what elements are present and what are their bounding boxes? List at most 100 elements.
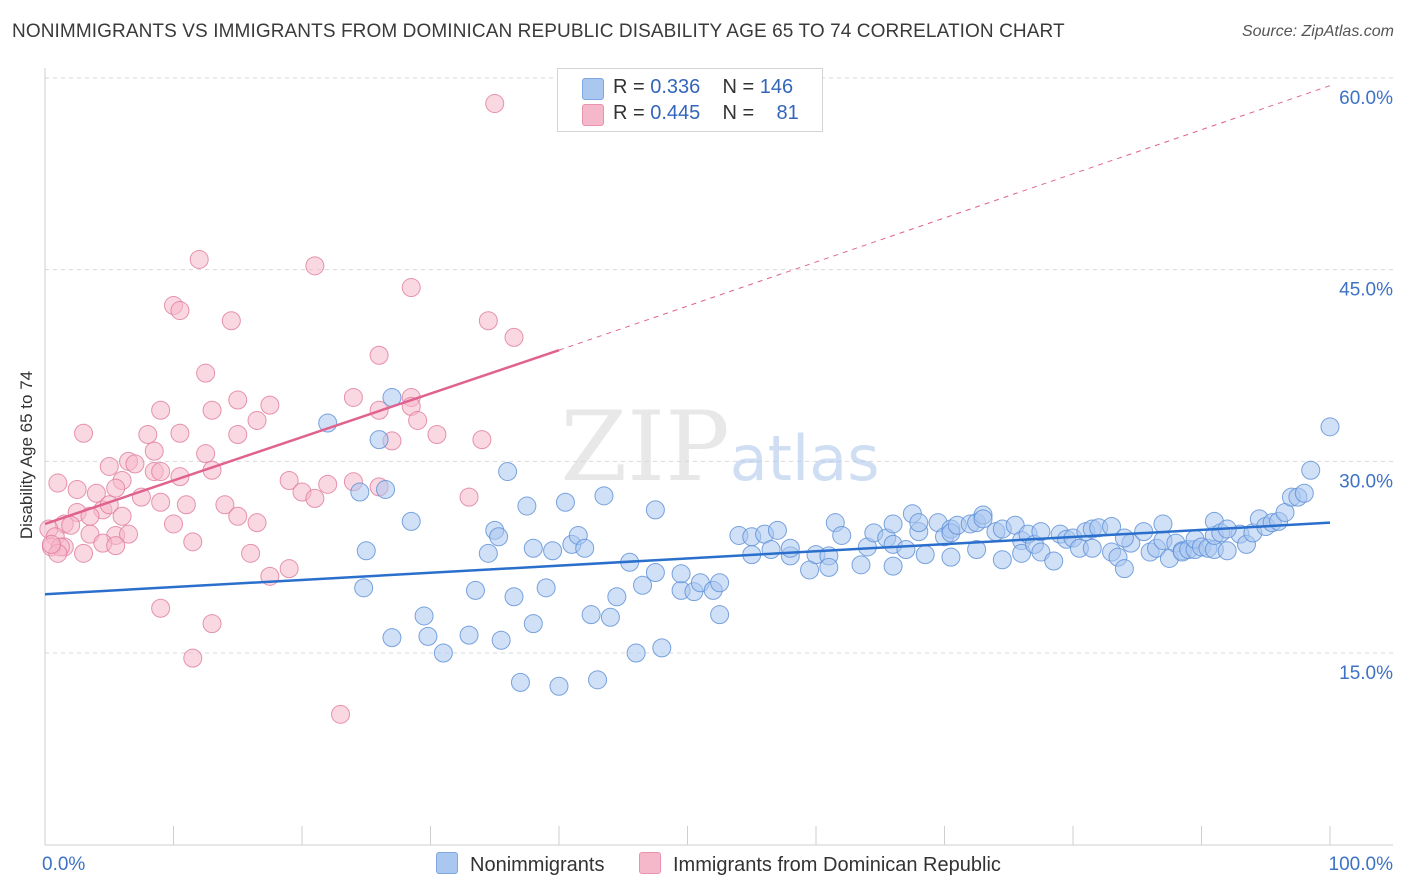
immigrants-point [74, 543, 94, 563]
immigrants-point [504, 327, 524, 347]
immigrants-point [99, 456, 119, 476]
nonimmigrants-point [896, 540, 916, 559]
immigrants-point [215, 495, 235, 515]
immigrants-point [144, 441, 164, 461]
nonimmigrants-point [992, 550, 1012, 570]
nonimmigrants-point [1114, 559, 1134, 579]
nonimmigrants-point [350, 482, 370, 502]
grid-lines [45, 77, 1393, 654]
immigrants-point [343, 387, 363, 407]
immigrants-point [86, 483, 106, 503]
immigrants-point [247, 513, 267, 533]
immigrants-point [183, 532, 203, 552]
nonimmigrants-point [369, 430, 389, 450]
x-tick-label: 100.0% [1329, 854, 1394, 875]
legend-swatch-pink [582, 104, 604, 126]
y-axis-title: Disability Age 65 to 74 [17, 370, 36, 540]
nonimmigrants-point [575, 538, 595, 558]
immigrants-point [106, 478, 126, 498]
nonimmigrants-point [382, 628, 402, 648]
nonimmigrants-point [523, 538, 543, 558]
immigrants-point [478, 311, 498, 331]
nonimmigrants-point [418, 626, 438, 646]
nonimmigrants-point [626, 643, 646, 663]
y-tick-label: 60.0% [1339, 88, 1393, 109]
nonimmigrants-point [376, 479, 396, 499]
correlation-legend: R = 0.336 N = 146 R = 0.445 N = 81 [557, 68, 823, 132]
immigrants-point [119, 524, 139, 544]
watermark-zip: ZIP [560, 391, 729, 503]
nonimmigrants-point [883, 556, 903, 576]
immigrants-point [61, 515, 81, 535]
immigrants-point [189, 249, 209, 269]
nonimmigrants-point [517, 496, 537, 516]
immigrants-point [305, 488, 325, 508]
immigrants-point [48, 473, 68, 493]
watermark: ZIPatlas [560, 391, 879, 503]
immigrants-point [305, 256, 325, 276]
x-tick-labels: 0.0% 100.0% [42, 854, 1393, 875]
nonimmigrants-point [941, 547, 961, 567]
watermark-atlas: atlas [730, 422, 880, 495]
immigrants-point [241, 543, 261, 563]
nonimmigrants-point [671, 564, 691, 584]
nonimmigrants-point [549, 676, 569, 696]
immigrants-point [151, 400, 171, 420]
nonimmigrants-point [543, 541, 563, 561]
nonimmigrants-point [973, 509, 993, 529]
nonimmigrants-point [489, 527, 509, 547]
nonimmigrants-point [504, 587, 524, 607]
nonimmigrants-point [915, 545, 935, 565]
immigrants-point [279, 559, 299, 579]
nonimmigrants-trend-line [44, 521, 1331, 596]
nonimmigrants-point [491, 630, 511, 650]
immigrants-point [106, 536, 126, 556]
nonimmigrants-point [600, 607, 620, 627]
nonimmigrants-point [478, 543, 498, 563]
nonimmigrants-point [819, 557, 839, 577]
nonimmigrants-point [1153, 514, 1173, 534]
immigrants-point [202, 614, 222, 634]
nonimmigrants-point [1044, 551, 1064, 571]
immigrants-point [112, 506, 132, 526]
nonimmigrants-point [1320, 417, 1340, 437]
nonimmigrants-point [607, 587, 627, 607]
nonimmigrants-point [909, 513, 929, 533]
nonimmigrants-point [1031, 522, 1051, 542]
chart-title: NONIMMIGRANTS VS IMMIGRANTS FROM DOMINIC… [12, 21, 1065, 42]
axes [44, 68, 1393, 846]
legend-item-immigrants: Immigrants from Dominican Republic [639, 852, 1001, 877]
immigrants-point [401, 278, 421, 298]
nonimmigrants-point [498, 462, 518, 482]
immigrants-point [221, 311, 241, 331]
nonimmigrants-point [832, 525, 852, 545]
immigrants-point [408, 410, 428, 430]
nonimmigrants-point [633, 575, 653, 595]
immigrants-point [196, 444, 216, 464]
nonimmigrants-point [761, 540, 781, 559]
nonimmigrants-point [780, 538, 800, 558]
immigrants-point [67, 479, 87, 499]
immigrants-point [196, 363, 216, 383]
immigrants-point [151, 598, 171, 618]
immigrants-point [151, 492, 171, 512]
nonimmigrants-point [588, 670, 608, 690]
y-tick-label: 15.0% [1339, 663, 1393, 684]
immigrants-point [74, 423, 94, 443]
legend-swatch-blue [436, 852, 458, 874]
nonimmigrants-point [767, 520, 787, 540]
nonimmigrants-point [581, 605, 601, 625]
immigrants-point [176, 495, 196, 515]
y-tick-label: 45.0% [1339, 280, 1393, 301]
immigrants-point [427, 425, 447, 444]
immigrants-point [472, 430, 492, 450]
immigrants-point [459, 487, 479, 507]
legend-stats-nonimmigrants: R = 0.336 N = 146 [613, 76, 794, 98]
nonimmigrants-point [1301, 460, 1321, 480]
nonimmigrants-point [536, 578, 556, 598]
immigrants-point [318, 474, 338, 494]
nonimmigrants-point [645, 500, 665, 520]
nonimmigrants-point [555, 492, 575, 512]
legend-item-nonimmigrants: Nonimmigrants [436, 852, 604, 877]
